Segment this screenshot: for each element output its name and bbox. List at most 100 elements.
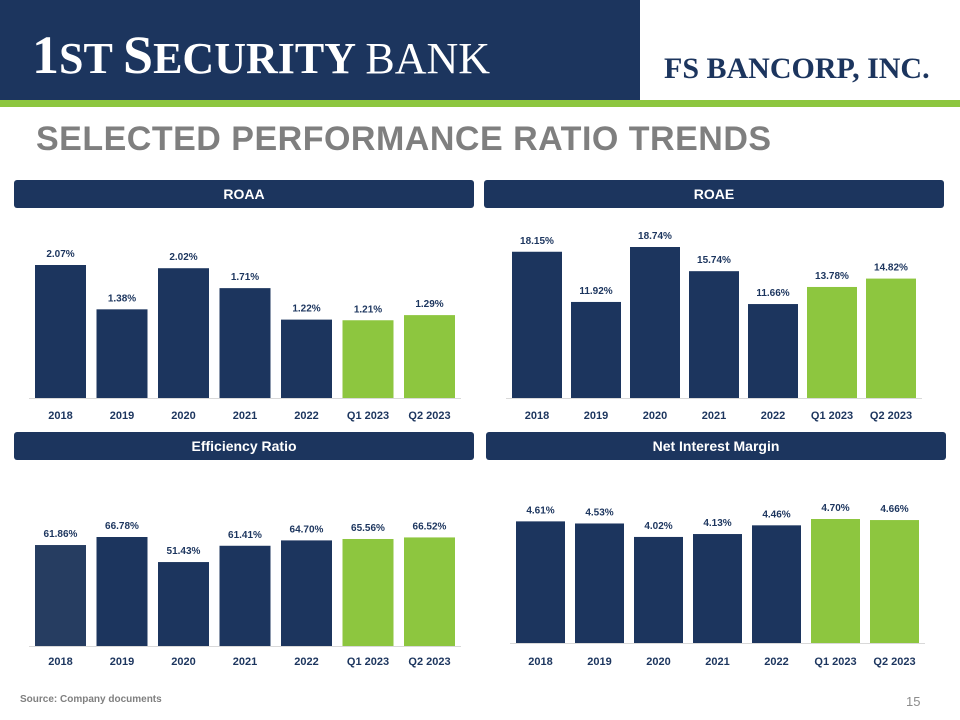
nim-bar-2018	[516, 521, 565, 643]
roae-data-label: 13.78%	[815, 271, 849, 282]
roaa-category-label: 2019	[110, 410, 134, 422]
efficiency-bar-2020	[158, 562, 209, 646]
bank-logo-1st-security: 1ST SECURITY BANK	[32, 24, 490, 86]
roae-bar-q2-2023	[866, 278, 916, 398]
header-divider	[0, 100, 960, 107]
roaa-bar-2021	[219, 288, 271, 398]
roae-category-label: 2020	[643, 410, 667, 422]
nim-bar-q2-2023	[870, 520, 919, 643]
roaa-bar-2019	[96, 309, 148, 398]
roae-category-label: 2022	[761, 410, 785, 422]
roae-category-label: 2018	[525, 410, 549, 422]
roae-data-label: 18.15%	[520, 236, 554, 247]
roaa-bar-q1-2023	[342, 320, 394, 398]
efficiency-category-label: 2018	[48, 656, 72, 668]
efficiency-bar-2019	[96, 537, 148, 646]
roaa-category-label: 2018	[48, 410, 72, 422]
efficiency-category-label: 2020	[171, 656, 195, 668]
roae-data-label: 11.66%	[756, 288, 789, 299]
nim-data-label: 4.70%	[821, 503, 849, 514]
efficiency-data-label: 65.56%	[351, 523, 385, 534]
roae-bar-2022	[748, 304, 798, 398]
efficiency-bar-2022	[281, 540, 332, 646]
nim-data-label: 4.61%	[526, 505, 554, 516]
header-band	[0, 0, 640, 100]
efficiency-category-label: 2022	[294, 656, 318, 668]
source-note: Source: Company documents	[20, 694, 162, 705]
roaa-data-label: 1.21%	[354, 304, 382, 315]
efficiency-data-label: 64.70%	[290, 524, 324, 535]
nim-category-label: 2022	[764, 656, 788, 668]
roae-header: ROAE	[484, 180, 944, 208]
roaa-data-label: 2.07%	[46, 249, 74, 260]
nim-bar-q1-2023	[811, 519, 860, 643]
roae-bar-2018	[512, 251, 562, 398]
efficiency-bar-q1-2023	[342, 538, 394, 646]
roaa-category-label: Q2 2023	[408, 410, 450, 422]
efficiency-bar-q2-2023	[404, 537, 455, 646]
roae-category-label: 2021	[702, 410, 726, 422]
roaa-bar-2018	[35, 265, 86, 398]
nim-data-label: 4.02%	[644, 521, 672, 532]
nim-category-label: Q1 2023	[814, 656, 856, 668]
roaa-category-label: 2021	[233, 410, 257, 422]
roaa-header: ROAA	[14, 180, 474, 208]
roaa-data-label: 1.29%	[415, 299, 443, 310]
nim-data-label: 4.46%	[762, 509, 790, 520]
roae-bar-2020	[630, 247, 680, 398]
logo-text-s: S	[123, 25, 154, 85]
roae-data-label: 18.74%	[638, 231, 672, 242]
roae-bar-2019	[571, 301, 621, 398]
efficiency-bar-2021	[219, 545, 271, 646]
efficiency-data-label: 66.52%	[413, 521, 447, 532]
efficiency-category-label: Q2 2023	[408, 656, 450, 668]
net-interest-margin-header: Net Interest Margin	[486, 432, 946, 460]
efficiency-category-label: 2019	[110, 656, 134, 668]
nim-data-label: 4.13%	[703, 518, 731, 529]
logo-text-1: 1	[32, 25, 59, 85]
nim-category-label: 2018	[528, 656, 552, 668]
efficiency-data-label: 51.43%	[167, 546, 201, 557]
roaa-category-label: 2020	[171, 410, 195, 422]
roaa-data-label: 2.02%	[169, 252, 197, 263]
logo-text-ecurity: ECURITY	[153, 34, 355, 83]
roae-category-label: 2019	[584, 410, 608, 422]
nim-category-label: 2021	[705, 656, 729, 668]
logo-text-bank: BANK	[365, 34, 491, 83]
roaa-bar-q2-2023	[404, 315, 455, 398]
efficiency-category-label: 2021	[233, 656, 257, 668]
efficiency-data-label: 61.86%	[44, 529, 78, 540]
fs-bancorp-logo: FS BANCORP, INC.	[664, 52, 930, 85]
roaa-data-label: 1.71%	[231, 272, 259, 283]
nim-category-label: 2020	[646, 656, 670, 668]
nim-category-label: 2019	[587, 656, 611, 668]
roaa-category-label: 2022	[294, 410, 318, 422]
roae-data-label: 11.92%	[579, 286, 612, 297]
efficiency-category-label: Q1 2023	[347, 656, 389, 668]
roaa-bar-2022	[281, 319, 332, 398]
roae-data-label: 15.74%	[697, 255, 731, 266]
efficiency-bar-2018	[35, 545, 86, 646]
roae-data-label: 14.82%	[874, 263, 908, 274]
logo-text-st: ST	[59, 34, 113, 83]
efficiency-data-label: 61.41%	[228, 530, 262, 541]
roae-category-label: Q2 2023	[870, 410, 912, 422]
nim-bar-2022	[752, 525, 801, 643]
page-number: 15	[906, 694, 921, 709]
roaa-category-label: Q1 2023	[347, 410, 389, 422]
nim-bar-2019	[575, 523, 624, 643]
nim-bar-2021	[693, 534, 742, 643]
roae-category-label: Q1 2023	[811, 410, 853, 422]
nim-bar-2020	[634, 536, 683, 643]
efficiency-ratio-header: Efficiency Ratio	[14, 432, 474, 460]
roaa-data-label: 1.38%	[108, 293, 136, 304]
roae-bar-2021	[689, 271, 739, 398]
page-title: SELECTED PERFORMANCE RATIO TRENDS	[36, 120, 772, 158]
roaa-bar-2020	[158, 268, 209, 398]
roaa-data-label: 1.22%	[292, 304, 320, 315]
efficiency-data-label: 66.78%	[105, 521, 139, 532]
nim-data-label: 4.53%	[585, 507, 613, 518]
roae-bar-q1-2023	[807, 286, 857, 398]
nim-category-label: Q2 2023	[873, 656, 915, 668]
